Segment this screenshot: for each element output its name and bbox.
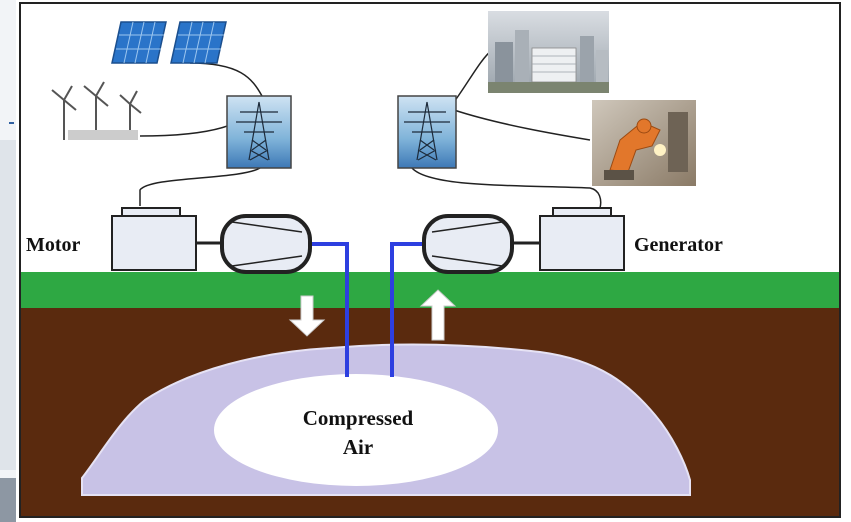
transmission-tower-icon xyxy=(397,95,457,169)
compressor xyxy=(220,214,312,274)
outlet-pipe xyxy=(390,242,426,377)
generator-label: Generator xyxy=(634,234,723,256)
motor-label: Motor xyxy=(26,234,81,256)
compressed-air-label-line2: Air xyxy=(343,435,373,459)
left-edge-strip xyxy=(0,0,16,522)
wind-turbine-icon xyxy=(51,81,142,140)
industrial-robot-image xyxy=(592,100,696,186)
inlet-pipe xyxy=(310,242,349,377)
generator xyxy=(539,207,625,271)
solar-panel-icon xyxy=(111,21,227,64)
compressed-air-label-line1: Compressed xyxy=(303,406,414,430)
motor xyxy=(111,207,222,271)
expander-turbine xyxy=(422,214,540,274)
arrow-up-icon xyxy=(419,289,457,341)
compressed-air-cavern xyxy=(214,374,498,486)
arrow-down-icon xyxy=(288,295,326,337)
transmission-tower-icon xyxy=(226,95,292,169)
city-buildings-image xyxy=(488,11,609,93)
